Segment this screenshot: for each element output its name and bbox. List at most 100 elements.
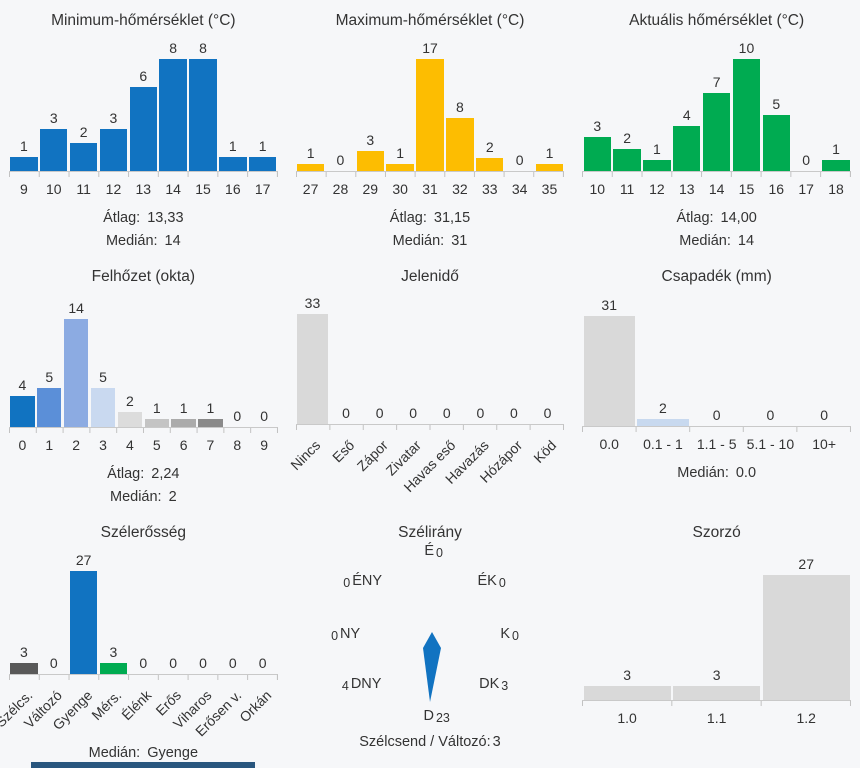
compass-label-nw: 0 ÉNY	[343, 573, 383, 590]
x-tick-label: 1.0	[617, 710, 637, 726]
bar	[762, 575, 850, 700]
bar-value-label: 3	[20, 643, 28, 660]
bar-column: 3	[582, 35, 612, 171]
bar-value-label: 5	[45, 369, 54, 386]
x-tick-label: 0.1 - 1	[643, 436, 683, 452]
bar-column: 1	[385, 35, 415, 171]
bar-value-label: 0	[712, 407, 721, 423]
x-tick-label: 1.2	[796, 710, 816, 726]
x-axis-labels: 10 11 12 13 14 15 16 17 18	[582, 177, 851, 199]
x-tick-label: 14	[165, 181, 181, 197]
bar	[117, 411, 143, 427]
x-tick-label: 0	[18, 437, 27, 453]
bar-plot: 3 0 27 3 0 0 0 0 0	[9, 544, 278, 674]
bar-column: 3	[99, 544, 129, 674]
x-tick-label: 18	[828, 181, 844, 197]
x-tick-label: 11	[76, 181, 91, 197]
bar-value-label: 0	[476, 405, 485, 421]
bar-column: 0	[531, 292, 565, 424]
bar	[386, 164, 414, 171]
bar-value-label: 1	[832, 140, 840, 157]
stat-row: Medián: 14	[679, 233, 755, 249]
bar-value-label: 2	[79, 124, 88, 140]
bar-column: 2	[612, 35, 642, 171]
x-tick-label: 10+	[812, 436, 836, 452]
bar-value-label: 3	[109, 110, 118, 126]
x-tick-label: 9	[260, 437, 269, 453]
bar-column: 3	[99, 35, 129, 171]
x-tick-label: 14	[708, 181, 725, 197]
bar-column: 0	[430, 292, 464, 424]
bar-column: 0	[464, 292, 498, 424]
bar-column: 8	[158, 35, 188, 171]
bar-column: 5	[36, 291, 63, 427]
bar-column: 2	[636, 292, 690, 426]
x-tick-label: 7	[206, 437, 215, 453]
bar-value-label: 7	[712, 73, 721, 90]
x-tick-label: 4	[125, 437, 134, 453]
bar-value-label: 4	[18, 377, 27, 394]
bar-value-label: 3	[49, 110, 58, 126]
chart-multiplier: Szorzó 3 3 27 1.0 1.1 1.2	[573, 512, 860, 768]
x-tick-label: 11	[619, 181, 635, 197]
x-tick-label: Orkán	[235, 687, 274, 726]
bar-column: 33	[296, 292, 330, 424]
bar	[637, 418, 689, 426]
chart-current-temp: Aktuális hőmérséklet (°C) 3 2 1 4 7 10 5 0 1 10 1…	[573, 0, 860, 256]
x-tick-label: 15	[195, 181, 211, 197]
chart-title: Szorzó	[692, 524, 741, 541]
bar-value-label: 0	[342, 405, 350, 421]
x-tick-label: 15	[738, 181, 755, 197]
bar-column: 8	[188, 35, 218, 171]
bar-value-label: 0	[543, 405, 552, 421]
chart-title: Aktuális hőmérséklet (°C)	[629, 12, 805, 29]
x-tick-label: Hózápor	[476, 437, 526, 486]
bar-column: 0	[363, 292, 397, 424]
bar-column: 0	[218, 544, 248, 674]
bar-value-label: 3	[366, 132, 375, 149]
bar-value-label: 5	[772, 96, 781, 112]
bar-column: 0	[497, 292, 531, 424]
bar-column: 6	[128, 35, 158, 171]
bar-column: 2	[475, 35, 505, 171]
bar-value-label: 8	[455, 99, 464, 116]
x-tick-label: 16	[768, 181, 785, 197]
bar-column: 0	[248, 544, 278, 674]
bar-column: 0	[791, 35, 821, 171]
x-axis	[295, 171, 565, 177]
compass-label-ne: ÉK 0	[477, 573, 506, 590]
stat-row: Átlag: 31,15	[389, 210, 471, 226]
bar-value-label: 8	[199, 40, 207, 56]
bar-column: 0	[329, 292, 363, 424]
bar-value-label: 6	[139, 68, 148, 84]
bar-value-label: 17	[422, 40, 438, 56]
x-axis	[582, 700, 851, 706]
bar	[643, 159, 671, 171]
x-axis-labels: 9 10 11 12 13 14 15 16 17	[9, 177, 278, 199]
compass-label-w: 0 NY	[331, 626, 361, 643]
bar	[40, 129, 68, 171]
bar-column: 7	[702, 35, 732, 171]
bar-value-label: 0	[258, 655, 267, 671]
bar-column: 1	[248, 35, 278, 171]
bar-value-label: 5	[99, 369, 107, 386]
x-tick-label: 16	[225, 181, 241, 197]
bar	[129, 87, 157, 171]
bar-column: 0	[396, 292, 430, 424]
chart-present-weather: Jelenidő 33 0 0 0 0 0 0 0 Nincs Eső Zápor Zivatar H…	[287, 256, 574, 512]
x-tick-label: 17	[798, 181, 814, 197]
bar-value-label: 0	[233, 408, 242, 424]
bar-column: 2	[69, 35, 99, 171]
stat-row: Átlag: 14,00	[676, 210, 757, 226]
bar	[189, 59, 217, 171]
bar	[583, 137, 611, 171]
bar-plot: 4 5 14 5 2 1 1 1 0 0	[9, 291, 278, 427]
bar-column: 3	[9, 544, 39, 674]
bar-column: 1	[642, 35, 672, 171]
bar-value-label: 1	[653, 140, 661, 157]
bottom-partial-element[interactable]	[31, 762, 255, 768]
bar	[10, 157, 38, 171]
x-tick-label: 33	[481, 181, 498, 197]
